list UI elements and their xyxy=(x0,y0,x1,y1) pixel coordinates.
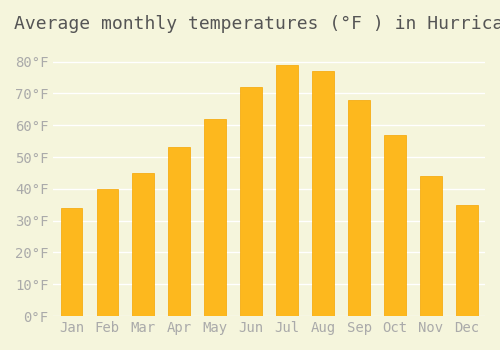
Bar xyxy=(312,71,334,316)
Bar xyxy=(204,119,226,316)
Bar xyxy=(384,135,406,316)
Bar xyxy=(456,205,478,316)
Bar xyxy=(132,173,154,316)
Bar xyxy=(240,87,262,316)
Bar xyxy=(168,147,190,316)
Title: Average monthly temperatures (°F ) in Hurricane: Average monthly temperatures (°F ) in Hu… xyxy=(14,15,500,33)
Bar xyxy=(60,208,82,316)
Bar xyxy=(420,176,442,316)
Bar xyxy=(348,100,370,316)
Bar xyxy=(276,65,298,316)
Bar xyxy=(96,189,118,316)
